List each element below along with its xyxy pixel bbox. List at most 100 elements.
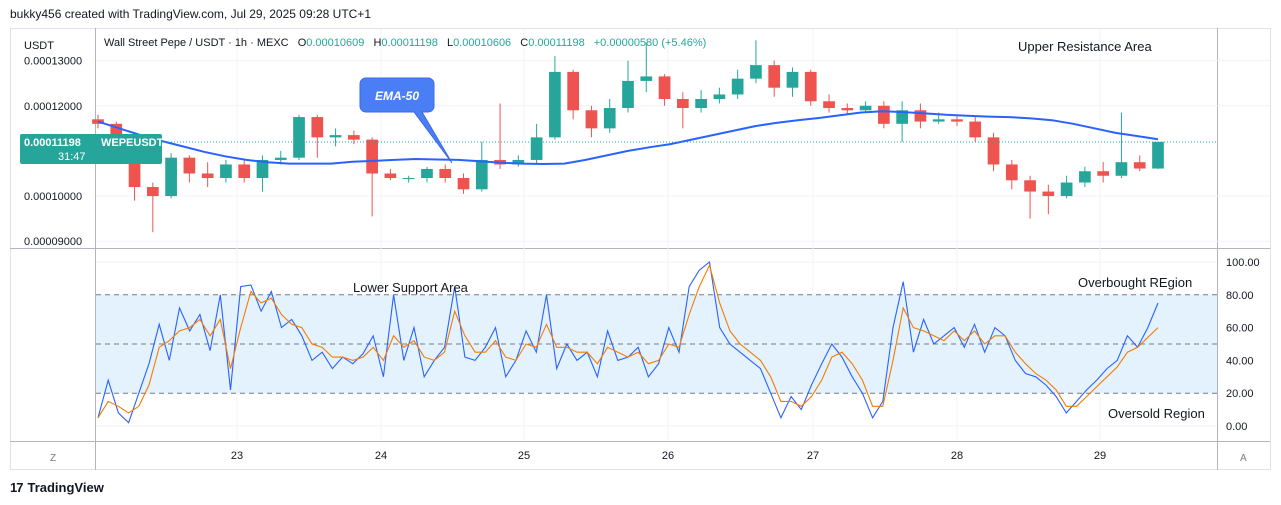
candle — [201, 162, 214, 188]
price-tick-label: 0.00009000 — [24, 236, 82, 248]
price-tick-label: 0.00010000 — [24, 191, 82, 203]
osc-tick-label: 0.00 — [1226, 421, 1247, 433]
current-price-symbol: WEPEUSDT — [101, 137, 164, 149]
time-axis-ticks: 23 24 25 26 27 28 29 — [231, 450, 1106, 462]
time-tick-label: 26 — [662, 450, 674, 462]
candle — [695, 89, 707, 113]
candle — [859, 101, 872, 113]
ema-line — [97, 110, 1159, 166]
ema-callout: EMA-50 — [359, 77, 453, 164]
candle — [311, 114, 324, 158]
candle — [1005, 159, 1018, 190]
candle — [238, 159, 251, 183]
ohlc-legend: Wall Street Pepe / USDT · 1h · MEXC O0.0… — [104, 37, 706, 49]
oversold-label: Oversold Region — [1108, 406, 1205, 421]
candle — [640, 42, 653, 93]
candle — [585, 105, 598, 138]
open-label: O — [298, 37, 307, 49]
candle — [1024, 175, 1036, 219]
ema-callout-label: EMA-50 — [375, 89, 419, 103]
timezone-button-label: Z — [50, 453, 56, 464]
candle — [530, 123, 543, 165]
time-tick-label: 25 — [518, 450, 530, 462]
time-tick-label: 24 — [375, 450, 387, 462]
candle — [329, 128, 342, 147]
change-value: +0.00000580 (+5.46%) — [594, 37, 707, 49]
candle — [1152, 141, 1164, 169]
osc-tick-label: 100.00 — [1226, 257, 1260, 269]
candle — [549, 56, 561, 140]
oscillator-axis-ticks: 100.00 80.00 60.00 40.00 20.00 0.00 — [1226, 257, 1260, 433]
osc-tick-label: 40.00 — [1226, 355, 1254, 367]
tradingview-brand[interactable]: 17 TradingView — [10, 480, 104, 495]
overbought-label: Overbought REgion — [1078, 275, 1192, 290]
candle — [987, 132, 1000, 172]
current-price-tag: 0.00011198 WEPEUSDT 31:47 — [20, 133, 164, 164]
close-value: 0.00011198 — [528, 37, 584, 49]
osc-tick-label: 80.00 — [1226, 290, 1254, 302]
high-value: 0.00011198 — [381, 37, 437, 49]
ema-50-line — [97, 110, 1159, 166]
bar-countdown: 31:47 — [58, 151, 86, 163]
candle — [293, 114, 305, 160]
candle — [750, 40, 762, 84]
price-tick-label: 0.00012000 — [24, 101, 82, 113]
candle — [92, 114, 104, 129]
close-label: C — [520, 37, 528, 49]
low-label: L — [447, 37, 453, 49]
candle — [421, 166, 433, 183]
timezone-button[interactable]: Z — [43, 448, 65, 466]
candlestick-series — [92, 40, 1164, 233]
current-price-value: 0.00011198 — [24, 137, 81, 149]
stoch-d-line — [97, 263, 1159, 419]
stochastic-lines — [97, 260, 1159, 424]
candle — [567, 69, 580, 120]
tradingview-logo-icon: 17 — [10, 480, 24, 495]
candle — [823, 94, 835, 113]
candle — [786, 67, 799, 97]
candle — [183, 155, 196, 183]
candle — [1079, 166, 1091, 188]
candle — [676, 92, 689, 129]
candle — [713, 87, 726, 104]
candle — [896, 101, 908, 142]
candle — [768, 60, 781, 97]
high-label: H — [373, 37, 381, 49]
candle — [603, 98, 616, 133]
candle — [1097, 162, 1110, 183]
price-tick-label: 0.00013000 — [24, 56, 82, 68]
lower-support-label: Lower Support Area — [353, 280, 469, 295]
candle — [658, 74, 671, 106]
brand-name: TradingView — [27, 480, 104, 495]
open-value: 0.00010609 — [306, 37, 364, 49]
candle — [622, 60, 634, 113]
candle — [804, 69, 817, 106]
candle — [878, 101, 890, 129]
candle — [914, 103, 927, 129]
osc-tick-label: 20.00 — [1226, 388, 1254, 400]
candle — [841, 103, 854, 115]
osc-tick-label: 60.00 — [1226, 323, 1254, 335]
candle — [969, 117, 982, 142]
candle — [951, 114, 963, 127]
price-axis-ticks: 0.00013000 0.00012000 0.00010000 0.00009000 — [24, 56, 82, 249]
auto-scale-button[interactable]: A — [1233, 448, 1255, 466]
time-tick-label: 23 — [231, 450, 243, 462]
candle — [512, 155, 525, 167]
oscillator-band — [96, 294, 1217, 394]
time-tick-label: 27 — [807, 450, 819, 462]
candle — [402, 175, 415, 183]
candle — [494, 103, 506, 169]
candle — [731, 69, 744, 99]
candle — [1133, 155, 1146, 172]
upper-resistance-label: Upper Resistance Area — [1018, 39, 1152, 54]
time-tick-label: 28 — [951, 450, 963, 462]
candle — [475, 141, 488, 192]
candle — [348, 130, 360, 145]
candle — [165, 153, 177, 199]
candle — [1042, 184, 1055, 215]
price-axis-currency: USDT — [24, 40, 54, 52]
auto-scale-button-label: A — [1240, 453, 1247, 464]
candle — [439, 164, 452, 183]
